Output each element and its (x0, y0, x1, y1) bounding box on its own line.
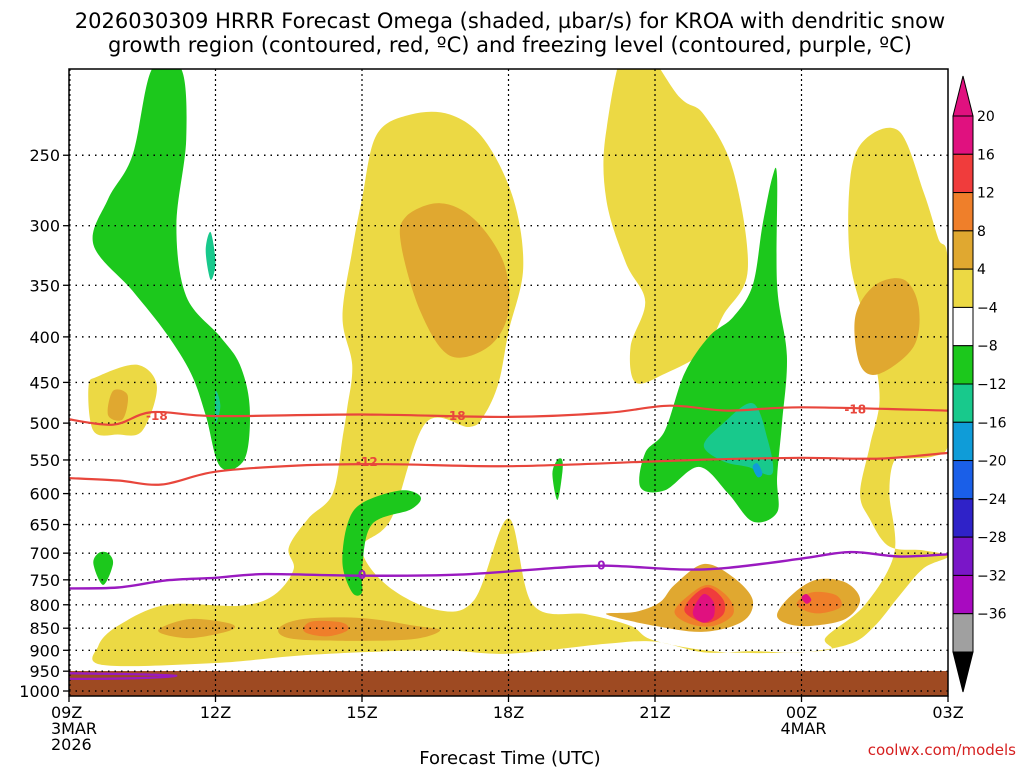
colorbar-swatch (952, 613, 974, 653)
x-tick-label: 15Z (346, 703, 377, 722)
y-tick-label: 700 (29, 544, 60, 563)
y-tick-label: 550 (29, 451, 60, 470)
omega-region-4 (92, 111, 948, 667)
omega-region-neg8 (205, 231, 216, 280)
x-tick-label: 03Z (932, 703, 963, 722)
credit-text: coolwx.com/models (868, 741, 1016, 759)
colorbar-swatch (952, 268, 974, 308)
x-axis-label: Forecast Time (UTC) (419, 748, 600, 768)
dgz-top-contour (69, 404, 948, 426)
omega-region-neg4 (552, 458, 563, 500)
omega-region-8 (399, 203, 510, 358)
omega-region-20 (801, 593, 812, 604)
y-tick-label: 800 (29, 596, 60, 615)
omega-shading (88, 69, 948, 683)
contour-labels: -18 -18 -18 -12 0 0 (146, 402, 866, 582)
colorbar-label: −16 (977, 415, 1007, 431)
colorbar-label: 8 (977, 224, 986, 240)
y-tick-label: 850 (29, 619, 60, 638)
colorbar-swatch (952, 192, 974, 232)
omega-region-neg4 (93, 551, 114, 585)
omega-region-4 (603, 69, 748, 384)
x-tick-label: 21Z (639, 703, 670, 722)
contour-label: 0 (358, 568, 366, 582)
omega-region-8 (107, 389, 129, 421)
x-tick-label: 18Z (493, 703, 524, 722)
contour-label: -12 (356, 455, 378, 469)
colorbar-swatch (952, 498, 974, 538)
colorbar-label: −12 (977, 377, 1007, 393)
x-tick-sublabel: 3MAR (51, 719, 97, 738)
colorbar-swatch (952, 383, 974, 423)
temperature-contours (69, 404, 948, 680)
contour-label: 0 (597, 559, 605, 573)
omega-region-8 (854, 278, 920, 375)
y-tick-label: 500 (29, 414, 60, 433)
colorbar-swatch (952, 460, 974, 500)
omega-region-neg4 (92, 69, 250, 471)
x-tick-sublabel: 4MAR (781, 719, 827, 738)
colorbar-label: −32 (977, 568, 1007, 584)
colorbar-bottom-arrow (952, 651, 974, 693)
omega-region-neg4 (342, 490, 421, 596)
omega-region-8 (158, 618, 236, 639)
colorbar-swatch (952, 536, 974, 576)
chart-title-line-2: growth region (contoured, red, ºC) and f… (108, 33, 912, 57)
colorbar-label: 20 (977, 109, 995, 125)
colorbar-label: −28 (977, 530, 1007, 546)
x-tick-sublabel: 2026 (51, 735, 92, 754)
colorbar-label: −36 (977, 607, 1007, 623)
freezing-level-contour (69, 550, 948, 590)
y-tick-label: 900 (29, 641, 60, 660)
colorbar-label: −4 (977, 300, 998, 316)
colorbar-label: 12 (977, 186, 995, 202)
colorbar-swatch (952, 421, 974, 462)
colorbar-label: −8 (977, 339, 998, 355)
y-tick-label: 650 (29, 516, 60, 535)
y-tick-label: 250 (29, 146, 60, 165)
contour-label: -18 (146, 409, 168, 423)
pressure-axis: 250 300 350 400 450 500 550 600 650 700 750 800 850 9… (19, 146, 69, 701)
y-tick-label: 350 (29, 276, 60, 295)
y-tick-label: 750 (29, 571, 60, 590)
y-tick-label: 400 (29, 328, 60, 347)
y-tick-label: 300 (29, 217, 60, 236)
colorbar-swatch (952, 115, 974, 155)
omega-colorbar: 20 16 12 8 4 −4 −8 −12 −16 −20 −24 −28 −32 −36 (952, 75, 1007, 693)
y-tick-label: 600 (29, 485, 60, 504)
colorbar-label: 4 (977, 262, 986, 278)
omega-region-12 (303, 620, 349, 637)
colorbar-swatch (952, 230, 974, 270)
x-tick-label: 09Z (51, 703, 82, 722)
chart-title-line-1: 2026030309 HRRR Forecast Omega (shaded, … (75, 9, 945, 33)
dgz-bottom-contour (69, 451, 948, 486)
omega-region-20 (692, 593, 715, 623)
freezing-level-low-contour (69, 672, 178, 680)
colorbar-swatch (952, 345, 974, 385)
contour-label: -18 (444, 409, 466, 423)
y-tick-label: 450 (29, 373, 60, 392)
x-tick-label: 12Z (200, 703, 231, 722)
omega-region-neg8 (703, 403, 774, 476)
colorbar-swatch (952, 574, 974, 615)
omega-region-neg12 (752, 463, 763, 478)
x-tick-label: 00Z (786, 703, 817, 722)
colorbar-label: −24 (977, 492, 1007, 508)
colorbar-label: 16 (977, 147, 995, 163)
colorbar-label: −20 (977, 454, 1007, 470)
colorbar-swatch (952, 306, 974, 347)
colorbar-top-arrow (952, 75, 974, 117)
y-tick-label: 1000 (19, 682, 60, 701)
colorbar-swatch (952, 153, 974, 194)
contour-label: -18 (844, 402, 866, 416)
y-tick-label: 950 (29, 662, 60, 681)
